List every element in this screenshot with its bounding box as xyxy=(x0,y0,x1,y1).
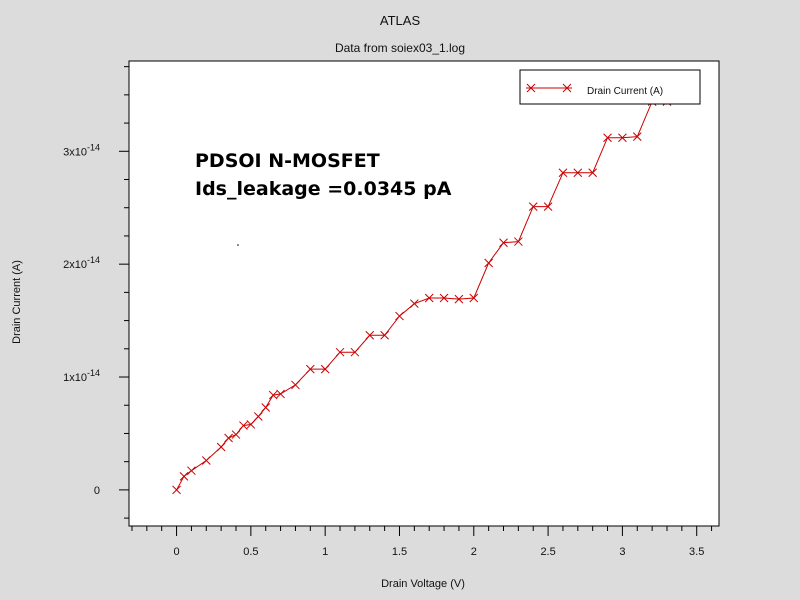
legend-label: Drain Current (A) xyxy=(587,86,663,97)
data-point xyxy=(246,420,256,429)
data-point xyxy=(261,403,271,412)
y-tick-label: 3x10-14 xyxy=(63,142,100,158)
data-point xyxy=(499,238,508,248)
data-point xyxy=(484,258,494,268)
data-point xyxy=(543,202,553,211)
data-point xyxy=(573,168,583,178)
stray-dot xyxy=(237,244,239,246)
x-tick-label: 1.5 xyxy=(392,546,407,558)
data-point xyxy=(618,133,627,143)
data-point xyxy=(276,389,285,399)
x-tick-label: 0 xyxy=(173,546,179,558)
data-point xyxy=(395,311,404,321)
data-point xyxy=(179,471,189,481)
chart-title: ATLAS xyxy=(380,13,421,28)
plot-area xyxy=(128,60,720,527)
data-point xyxy=(187,466,196,476)
annotation-device: PDSOI N-MOSFET xyxy=(195,150,380,172)
data-point xyxy=(424,293,434,303)
data-point xyxy=(558,168,568,178)
x-axis: 0 0.5 1 1.5 2 2.5 3 3.5 xyxy=(131,526,713,558)
x-tick-label: 3 xyxy=(619,546,625,558)
data-point xyxy=(253,412,263,421)
x-tick-label: 3.5 xyxy=(689,546,704,558)
data-point xyxy=(469,293,479,303)
data-point xyxy=(588,168,598,178)
x-tick-label: 0.5 xyxy=(243,546,258,558)
data-point xyxy=(320,364,330,374)
x-tick-label: 1 xyxy=(322,546,328,558)
data-point xyxy=(439,293,449,303)
data-point xyxy=(201,456,211,465)
y-axis: 0 1x10-14 2x10-14 3x10-14 xyxy=(63,66,129,519)
legend: Drain Current (A) xyxy=(519,69,701,105)
data-point xyxy=(239,421,248,430)
y-axis-label: Drain Current (A) xyxy=(11,260,23,344)
x-axis-label: Drain Voltage (V) xyxy=(381,578,465,590)
data-point xyxy=(291,380,300,390)
data-point xyxy=(305,364,315,374)
y-tick-label: 0 xyxy=(94,485,100,497)
chart-subtitle: Data from soiex03_1.log xyxy=(335,41,465,55)
data-point xyxy=(268,390,278,400)
data-point xyxy=(603,133,612,143)
data-point xyxy=(632,132,642,141)
data-point xyxy=(216,442,226,452)
x-tick-label: 2 xyxy=(471,546,477,558)
data-point xyxy=(454,294,464,304)
x-tick-label: 2.5 xyxy=(540,546,555,558)
data-point xyxy=(409,299,419,309)
data-point xyxy=(224,433,233,443)
data-point xyxy=(528,202,538,211)
annotation-leakage: Ids_leakage =0.0345 pA xyxy=(195,178,452,200)
data-point xyxy=(172,485,181,495)
data-point xyxy=(514,237,523,246)
y-tick-label: 1x10-14 xyxy=(63,368,100,384)
data-point xyxy=(380,330,389,340)
data-point xyxy=(231,430,241,439)
series-drain-current xyxy=(172,97,672,495)
legend-box xyxy=(519,69,701,105)
legend-marker xyxy=(526,83,572,93)
y-tick-label: 2x10-14 xyxy=(63,255,100,271)
data-point xyxy=(335,347,345,357)
data-point xyxy=(350,347,360,357)
data-point xyxy=(365,330,375,340)
